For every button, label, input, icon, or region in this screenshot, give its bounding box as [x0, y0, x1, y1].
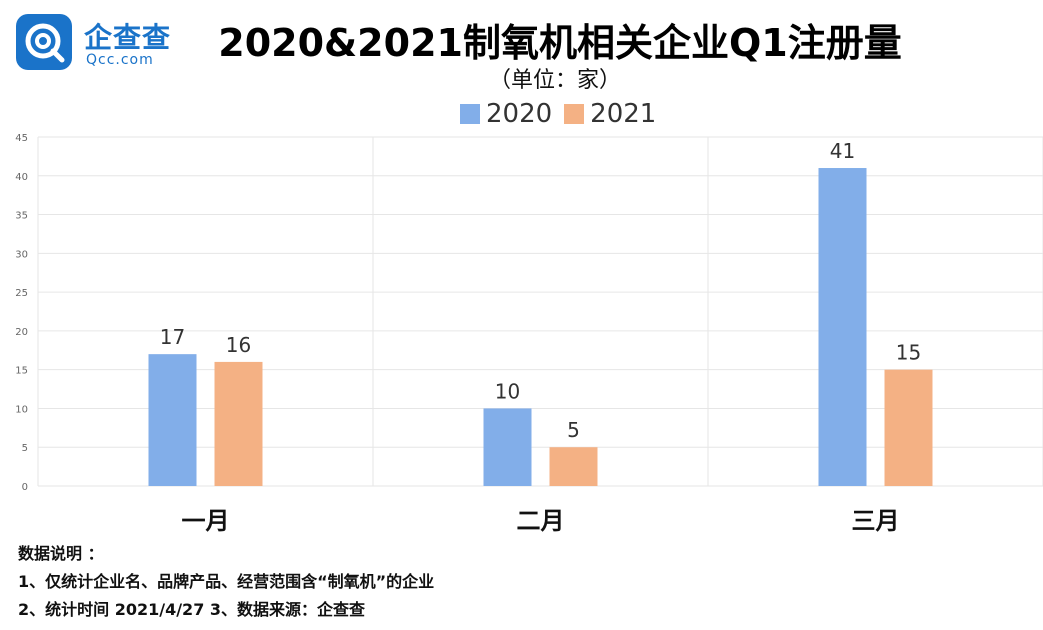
y-tick-label-15: 15 [15, 366, 28, 377]
y-tick-label-25: 25 [15, 288, 28, 299]
qcc-logo: 企查查 Qcc.com [16, 14, 176, 70]
data-notes: 数据说明 ： 1、仅统计企业名、品牌产品、经营范围含“制氧机”的企业 2、统计时… [18, 540, 434, 624]
bar-2020-2 [483, 408, 532, 486]
notes-heading: 数据说明 ： [18, 544, 104, 563]
data-label-2020-1: 17 [160, 325, 185, 349]
category-label-3: 三月 [852, 507, 900, 535]
data-label-2021-2: 5 [567, 418, 580, 442]
bars-layer [148, 168, 933, 486]
notes-line-2: 2、统计时间 2021/4/27 3、数据来源：企查查 [18, 600, 366, 619]
y-tick-label-35: 35 [15, 211, 28, 222]
chart-legend: 2020 2021 [460, 98, 668, 130]
notes-line-1: 1、仅统计企业名、品牌产品、经营范围含“制氧机”的企业 [18, 572, 435, 591]
labels-layer: 0 5 10 15 20 25 30 35 40 45 17 16 一月 10 5 二月 41 15 三月 [15, 133, 921, 535]
logo-cn-text: 企查查 [84, 21, 172, 54]
category-label-2: 二月 [517, 507, 565, 535]
y-tick-label-30: 30 [15, 249, 28, 260]
data-label-2020-2: 10 [495, 379, 520, 403]
chart-title: 2020&2021制氧机相关企业Q1注册量 [218, 21, 902, 65]
y-tick-label-40: 40 [15, 172, 28, 183]
qcc-logo-icon [16, 14, 72, 70]
bar-2020-3 [818, 168, 867, 486]
bar-2021-3 [884, 369, 933, 486]
data-label-2020-3: 41 [830, 139, 855, 163]
logo-en-text: Qcc.com [86, 52, 154, 68]
chart-subtitle: （单位：家） [488, 68, 621, 93]
legend-label-2020: 2020 [486, 99, 553, 129]
data-label-2021-1: 16 [226, 333, 251, 357]
legend-label-2021: 2021 [590, 99, 657, 129]
category-label-1: 一月 [182, 507, 230, 535]
y-tick-label-45: 45 [15, 133, 28, 144]
y-tick-label-5: 5 [22, 443, 28, 454]
data-label-2021-3: 15 [896, 341, 921, 365]
y-tick-label-10: 10 [15, 404, 28, 415]
grid-layer [37, 136, 1043, 487]
legend-item-2020: 2020 [460, 99, 552, 129]
y-tick-label-20: 20 [15, 327, 28, 338]
legend-swatch-2020 [460, 104, 480, 124]
legend-item-2021: 2021 [564, 99, 656, 129]
bar-2020-1 [148, 354, 197, 486]
legend-swatch-2021 [564, 104, 585, 124]
bar-2021-2 [549, 447, 598, 486]
y-tick-label-0: 0 [22, 482, 28, 493]
bar-2021-1 [214, 361, 263, 486]
bar-chart: 0 5 10 15 20 25 30 35 40 45 17 16 一月 10 5 二月 41 15 三月 [15, 133, 1043, 535]
